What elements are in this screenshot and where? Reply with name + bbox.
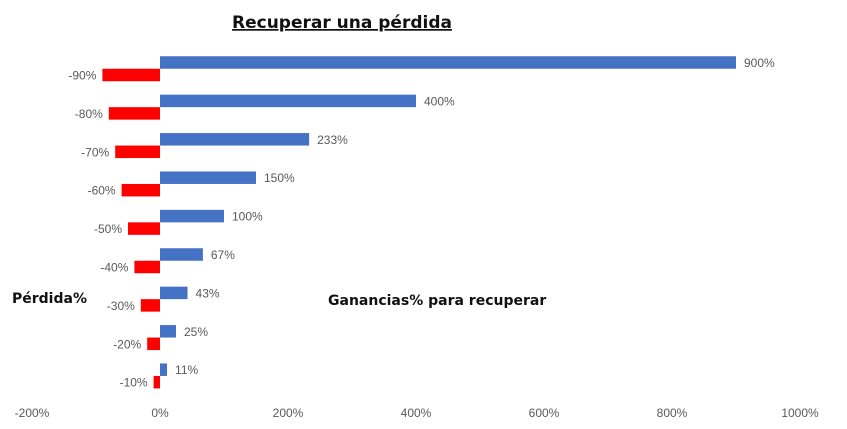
gain-bar xyxy=(160,209,224,223)
loss-bar xyxy=(108,107,160,120)
data-label: 400% xyxy=(424,94,455,108)
chart-title: Recuperar una pérdida xyxy=(232,13,452,33)
x-tick-label: 200% xyxy=(273,406,304,420)
x-tick-label: -200% xyxy=(15,406,50,420)
loss-bar xyxy=(153,375,160,389)
data-labels-group: 900% 400% 233% 150% 100% 67% 43% 25% 11% xyxy=(175,56,775,377)
x-tick-label: 400% xyxy=(401,406,432,420)
category-label: -10% xyxy=(120,376,148,390)
loss-bar xyxy=(147,337,160,351)
loss-bar xyxy=(140,299,160,312)
loss-annotation: Pérdida% xyxy=(12,291,87,307)
loss-bar xyxy=(115,145,160,159)
category-labels-group: -90% -80% -70% -60% -50% -40% -30% -20% -10% xyxy=(68,69,148,390)
gain-bar xyxy=(160,133,310,146)
loss-bar xyxy=(128,222,160,235)
gain-annotation: Ganancias% para recuperar xyxy=(328,293,546,309)
data-label: 900% xyxy=(744,56,775,70)
gain-bar xyxy=(160,171,256,184)
data-label: 43% xyxy=(196,286,220,300)
category-label: -40% xyxy=(100,261,128,275)
gain-bar xyxy=(160,363,168,376)
x-tick-label: 600% xyxy=(529,406,560,420)
category-label: -60% xyxy=(88,184,116,198)
x-axis-ticks: -200% 0% 200% 400% 600% 800% 1000% xyxy=(15,406,819,420)
gain-bar xyxy=(160,325,176,338)
data-label: 233% xyxy=(317,133,348,147)
x-tick-label: 800% xyxy=(657,406,688,420)
category-label: -70% xyxy=(81,145,109,159)
gain-bar xyxy=(160,56,736,69)
category-label: -90% xyxy=(68,69,96,83)
x-tick-label: 0% xyxy=(151,406,169,420)
data-label: 11% xyxy=(175,363,198,377)
category-label: -50% xyxy=(94,222,122,236)
bars-group xyxy=(102,56,736,389)
data-label: 67% xyxy=(211,248,235,262)
category-label: -30% xyxy=(107,299,135,313)
gain-bar xyxy=(160,286,188,300)
loss-bar xyxy=(121,183,160,197)
x-tick-label: 1000% xyxy=(781,406,819,420)
loss-bar xyxy=(102,68,160,82)
gain-bar xyxy=(160,94,416,108)
category-label: -80% xyxy=(75,107,103,121)
gain-bar xyxy=(160,248,203,261)
data-label: 100% xyxy=(232,210,263,224)
data-label: 25% xyxy=(184,325,208,339)
data-label: 150% xyxy=(264,171,295,185)
category-label: -20% xyxy=(113,337,141,351)
loss-bar xyxy=(134,260,160,274)
